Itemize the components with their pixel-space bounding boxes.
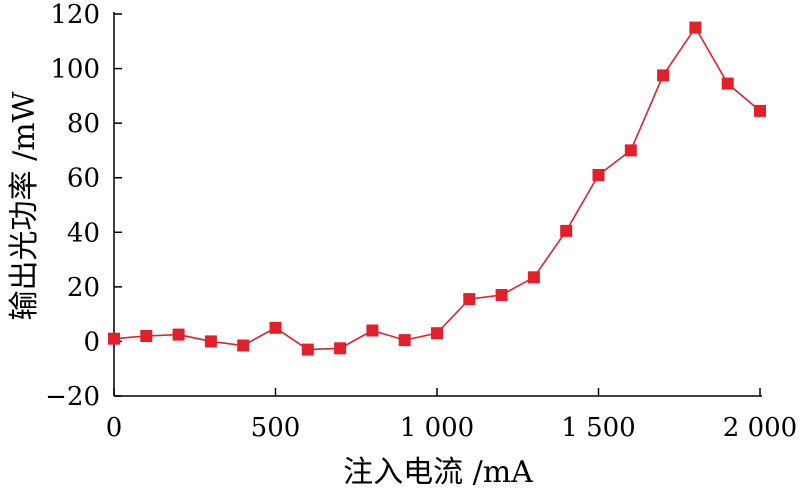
- x-tick-label: 2 000: [723, 413, 797, 443]
- y-tick-label: 100: [50, 55, 100, 85]
- data-point: [398, 334, 411, 347]
- data-point: [721, 77, 734, 90]
- data-point: [495, 289, 508, 301]
- x-axis-title: 注入电流 /mA: [343, 455, 533, 490]
- x-tick-label: 500: [251, 413, 301, 443]
- data-point: [624, 144, 637, 157]
- data-point: [657, 69, 670, 82]
- data-point: [366, 324, 379, 337]
- y-tick-label: 0: [83, 327, 100, 357]
- series-layer: [108, 21, 766, 356]
- x-tick-label: 1 500: [561, 413, 635, 443]
- data-point: [431, 327, 443, 340]
- y-tick-label: 120: [50, 0, 100, 30]
- y-tick-label: −20: [45, 382, 100, 412]
- data-point: [334, 342, 347, 355]
- data-point: [592, 169, 605, 181]
- data-point: [301, 343, 314, 356]
- data-point: [269, 321, 282, 334]
- y-tick-label: 40: [67, 218, 100, 248]
- y-axis-title: 输出光功率 /mW: [7, 91, 42, 320]
- data-point: [172, 328, 185, 341]
- y-tick-label: 20: [67, 273, 100, 303]
- data-point: [140, 330, 153, 342]
- y-tick-label: 80: [67, 109, 100, 139]
- x-tick-label: 1 000: [400, 413, 474, 443]
- data-point: [560, 224, 573, 237]
- data-point: [204, 335, 217, 348]
- data-point: [237, 339, 250, 352]
- x-tick-label: 0: [106, 413, 123, 443]
- data-point: [108, 332, 120, 345]
- y-tick-label: 60: [67, 164, 100, 194]
- data-point: [527, 271, 540, 284]
- data-point: [463, 293, 476, 306]
- data-point: [689, 21, 702, 34]
- data-point: [754, 104, 766, 117]
